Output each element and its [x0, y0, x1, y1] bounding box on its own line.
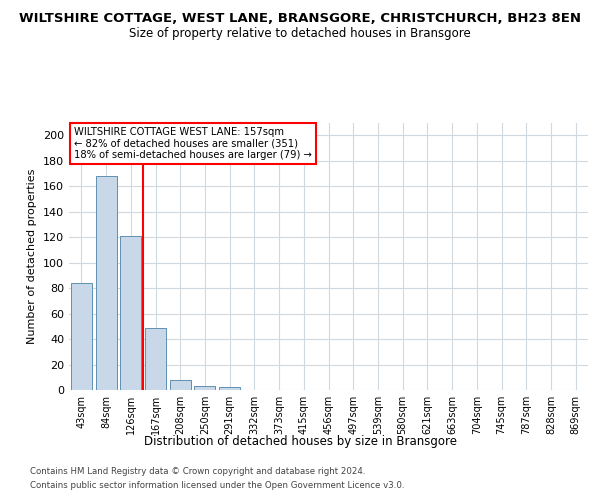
Bar [194, 386, 215, 390]
Bar [145, 328, 166, 390]
Text: WILTSHIRE COTTAGE WEST LANE: 157sqm
← 82% of detached houses are smaller (351)
1: WILTSHIRE COTTAGE WEST LANE: 157sqm ← 82… [74, 126, 312, 160]
Text: Contains public sector information licensed under the Open Government Licence v3: Contains public sector information licen… [30, 481, 404, 490]
Bar [170, 380, 191, 390]
Text: WILTSHIRE COTTAGE, WEST LANE, BRANSGORE, CHRISTCHURCH, BH23 8EN: WILTSHIRE COTTAGE, WEST LANE, BRANSGORE,… [19, 12, 581, 26]
Bar [95, 176, 116, 390]
Bar [71, 283, 92, 390]
Text: Contains HM Land Registry data © Crown copyright and database right 2024.: Contains HM Land Registry data © Crown c… [30, 468, 365, 476]
Text: Distribution of detached houses by size in Bransgore: Distribution of detached houses by size … [143, 435, 457, 448]
Text: Size of property relative to detached houses in Bransgore: Size of property relative to detached ho… [129, 28, 471, 40]
Bar [219, 388, 240, 390]
Bar [120, 236, 141, 390]
Y-axis label: Number of detached properties: Number of detached properties [28, 168, 37, 344]
